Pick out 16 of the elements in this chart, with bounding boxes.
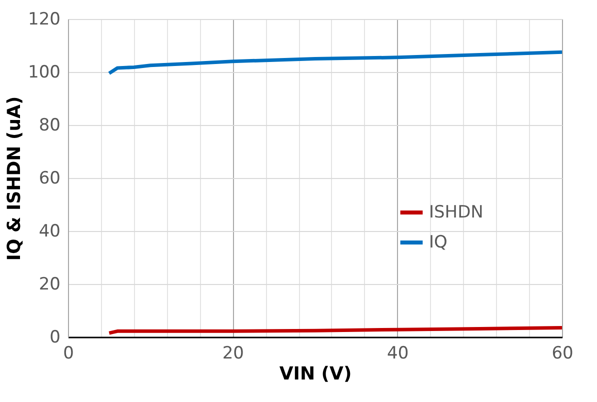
x-tick-label: 20 — [222, 344, 244, 364]
y-tick-label: 40 — [38, 222, 60, 242]
y-tick-label: 100 — [28, 62, 60, 82]
y-tick-label: 120 — [28, 10, 60, 30]
y-tick-label: 60 — [38, 168, 60, 188]
x-tick-label: 40 — [387, 344, 409, 364]
x-axis-title: VIN (V) — [279, 364, 352, 384]
x-tick-label: 60 — [552, 344, 574, 364]
legend-label: IQ — [429, 232, 448, 252]
line-series — [107, 50, 562, 76]
y-axis-title: IQ & ISHDN (uA) — [4, 96, 26, 261]
y-tick-label: 20 — [38, 274, 60, 294]
legend-label: ISHDN — [429, 202, 484, 222]
x-tick-label: 0 — [63, 344, 74, 364]
y-tick-label: 0 — [50, 328, 60, 348]
y-tick-label: 80 — [38, 116, 60, 136]
